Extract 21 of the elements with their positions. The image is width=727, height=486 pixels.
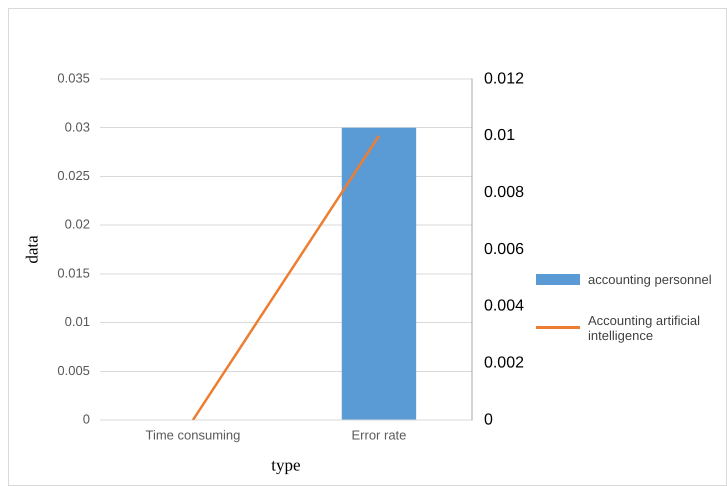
y-tick-label: 0 (82, 412, 90, 427)
x-tick-label: Time consuming (145, 427, 240, 442)
y2-tick-label: 0.004 (484, 298, 524, 315)
y-tick-label: 0.025 (57, 168, 90, 184)
legend-label: Accounting artificial intelligence (588, 312, 701, 342)
x-axis-title: type (271, 455, 301, 474)
y2-tick-label: 0.002 (484, 354, 524, 372)
y2-tick-label: 0.01 (484, 127, 516, 144)
y2-tick-label: 0.012 (484, 70, 524, 88)
legend-label: accounting personnel (588, 272, 712, 286)
y2-tick-label: 0.008 (484, 184, 524, 202)
y-tick-label: 0.015 (57, 265, 90, 280)
y-tick-label: 0.005 (57, 362, 90, 378)
y-tick-label: 0.03 (64, 119, 90, 134)
y2-tick-label: 0.006 (484, 240, 524, 258)
y-tick-label: 0.01 (64, 314, 90, 330)
y-tick-label: 0.02 (64, 216, 90, 232)
y2-tick-label: 0 (484, 411, 493, 428)
y-tick-label: 0.035 (57, 70, 90, 86)
x-tick-label: Error rate (352, 427, 406, 442)
y-axis-title: data (22, 234, 42, 264)
